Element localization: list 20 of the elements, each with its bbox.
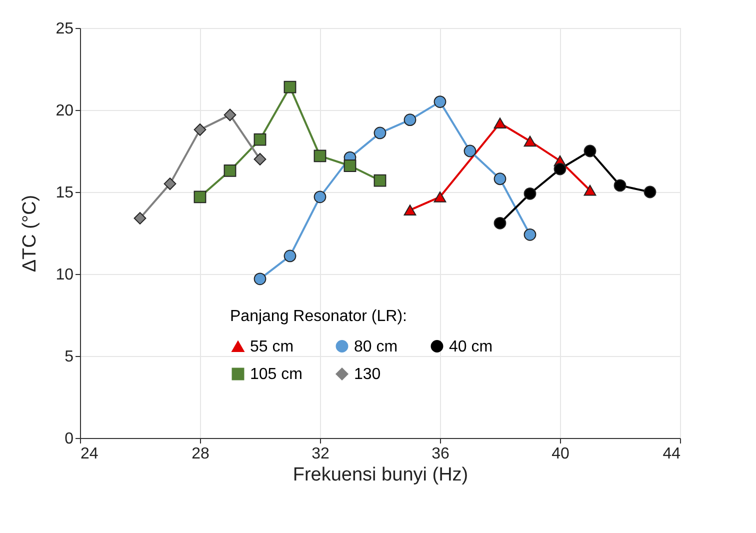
legend-label: 105 cm [250, 366, 302, 383]
x-tick-label: 44 [662, 446, 681, 462]
y-tick-label: 10 [56, 266, 74, 284]
legend-label: 80 cm [354, 338, 398, 356]
y-tick-label: 0 [64, 430, 74, 448]
legend-label: 130 [354, 366, 381, 383]
x-tick-label: 24 [80, 446, 98, 462]
y-tick-label: 15 [56, 184, 74, 202]
x-axis-title: Frekuensi bunyi (Hz) [292, 464, 468, 486]
y-tick-label: 20 [56, 102, 74, 120]
y-tick-label: 5 [64, 348, 74, 366]
y-axis-title: ΔTC (°C) [20, 194, 41, 272]
y-tick-label: 25 [56, 20, 74, 38]
x-tick-label: 28 [192, 446, 210, 462]
x-tick-label: 32 [312, 446, 330, 462]
legend-title: Panjang Resonator (LR): [230, 308, 407, 325]
x-tick-label: 36 [432, 446, 450, 462]
legend-label: 40 cm [449, 338, 493, 356]
legend-label: 55 cm [250, 338, 294, 356]
x-tick-label: 40 [552, 446, 570, 462]
